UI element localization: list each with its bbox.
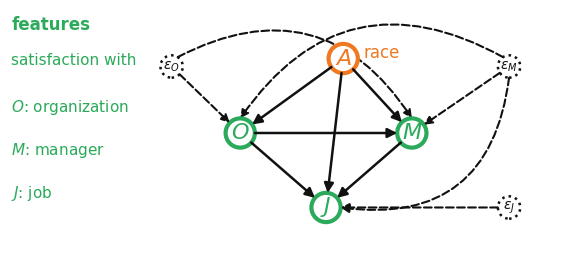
Text: $J$: job: $J$: job — [11, 184, 53, 202]
Text: $M$: manager: $M$: manager — [11, 141, 105, 160]
Ellipse shape — [328, 44, 358, 73]
Ellipse shape — [311, 193, 341, 222]
Text: $J$: $J$ — [320, 196, 332, 219]
Text: $\epsilon_O$: $\epsilon_O$ — [163, 59, 180, 74]
Ellipse shape — [160, 55, 183, 78]
Ellipse shape — [498, 55, 521, 78]
Text: $\epsilon_J$: $\epsilon_J$ — [503, 199, 515, 216]
Text: satisfaction with: satisfaction with — [11, 53, 137, 68]
Ellipse shape — [498, 196, 521, 219]
Text: features: features — [11, 16, 90, 34]
Text: $O$: $O$ — [231, 123, 249, 143]
Text: $M$: $M$ — [402, 123, 422, 143]
Ellipse shape — [225, 118, 255, 148]
Text: race: race — [364, 44, 400, 62]
Ellipse shape — [397, 118, 427, 148]
Text: $\epsilon_M$: $\epsilon_M$ — [500, 59, 518, 74]
Text: $A$: $A$ — [335, 48, 352, 69]
Text: $O$: organization: $O$: organization — [11, 98, 129, 117]
